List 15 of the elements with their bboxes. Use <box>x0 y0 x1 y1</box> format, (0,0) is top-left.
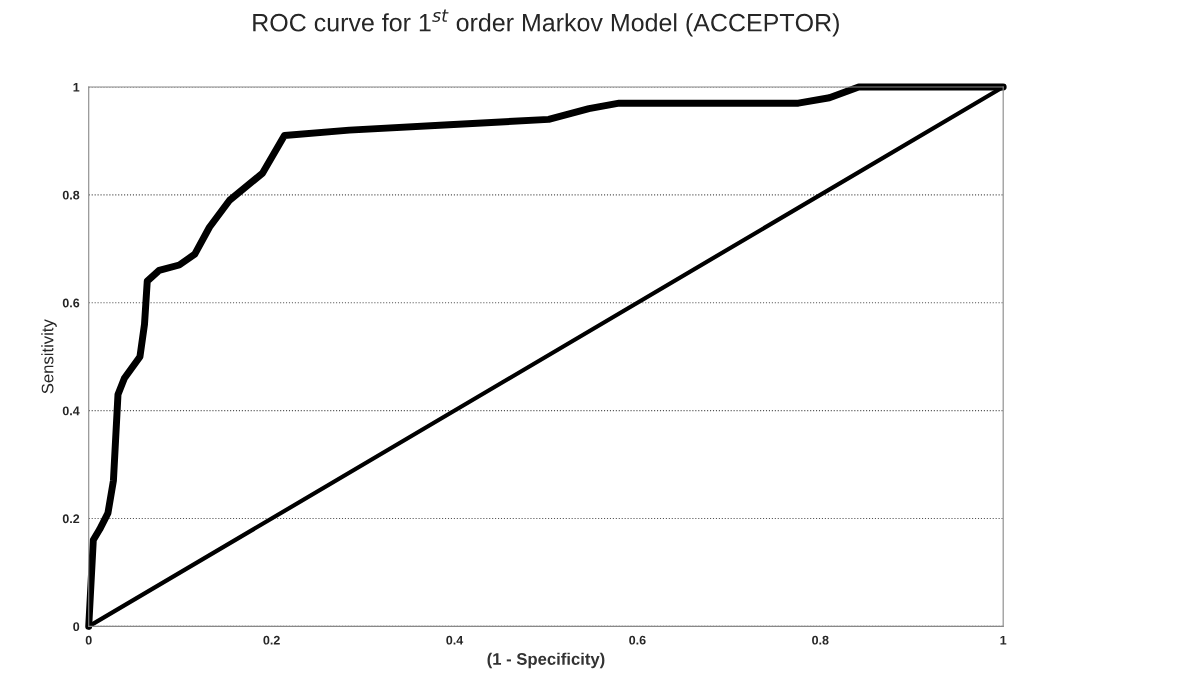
chart-title: ROC curve for 1$^{st}$ order Markov Model (ACCEPTOR) <box>253 9 839 37</box>
y-tick-label: 0.6 <box>62 298 80 308</box>
x-tick-label: 0.2 <box>263 635 280 645</box>
x-tick-label: 0 <box>85 635 92 645</box>
y-tick-label: 0.4 <box>62 406 80 416</box>
x-tick-label: 0.8 <box>812 635 829 645</box>
x-tick-label: 1 <box>1000 635 1007 645</box>
x-tick-label: 0.4 <box>446 635 464 645</box>
x-tick-label: 0.6 <box>629 635 646 645</box>
y-axis-title: Sensitivity <box>41 319 57 394</box>
y-tick-label: 0 <box>73 622 80 632</box>
x-axis-title: (1 - Specificity) <box>487 652 605 669</box>
y-tick-label: 0.8 <box>62 190 80 200</box>
y-tick-label: 0.2 <box>62 514 80 524</box>
y-tick-label: 1 <box>73 82 80 92</box>
